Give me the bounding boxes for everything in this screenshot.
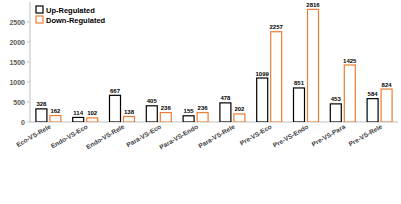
data-label: 453 [331, 96, 342, 102]
bar [330, 104, 341, 122]
data-label: 824 [382, 82, 393, 88]
data-label: 478 [220, 95, 231, 101]
x-tick-label: Para-VS-Rele [197, 123, 236, 150]
y-axis [30, 2, 31, 122]
legend: Up-RegulatedDown-Regulated [36, 6, 106, 25]
bar [50, 116, 61, 122]
x-tick-label: Pre-VS-Endo [272, 123, 310, 149]
data-label: 584 [368, 91, 379, 97]
bar [73, 117, 84, 122]
y-tick-label: 1000 [9, 79, 25, 86]
y-tick-label: 2000 [9, 39, 25, 46]
bar [294, 88, 305, 122]
bar [124, 116, 135, 122]
x-tick-label: Pre-VS-Rele [347, 123, 383, 148]
bar [344, 65, 355, 122]
data-label: 102 [87, 110, 98, 116]
bar [197, 113, 208, 122]
chart: 0 500 1000 1500 2000 2500 328162 114 102 667 138 40… [0, 0, 401, 204]
data-label: 667 [110, 88, 121, 94]
bar [308, 9, 319, 122]
data-label: 1099 [256, 71, 270, 77]
x-tick-label: Para-VS-Eco [125, 123, 162, 149]
bar [367, 99, 378, 122]
data-label: 138 [124, 109, 135, 115]
y-tick-label: 1500 [9, 59, 25, 66]
bar [183, 116, 194, 122]
bar [271, 32, 282, 122]
bar [257, 78, 268, 122]
data-labels: 3281621141026671384052361552364782021099… [36, 2, 392, 117]
data-label: 1425 [343, 58, 357, 64]
bar [381, 89, 392, 122]
bar [160, 113, 171, 122]
bar [110, 95, 121, 122]
legend-swatch [36, 6, 43, 13]
data-label: 236 [161, 105, 172, 111]
data-label: 114 [73, 110, 83, 116]
bar [36, 109, 47, 122]
x-tick-label: Para-VS-Endo [158, 123, 199, 151]
data-label: 236 [198, 105, 209, 111]
x-tick-label: Endo-VS-Rele [85, 123, 126, 151]
bar [220, 103, 231, 122]
bar [87, 118, 98, 122]
x-tick-label: Endo-VS-Eco [50, 123, 89, 150]
data-label: 202 [234, 106, 245, 112]
x-tick-label: Pre-VS-Para [310, 123, 346, 148]
x-axis [30, 122, 398, 123]
chart-container: 0 500 1000 1500 2000 2500 328162 114 102 667 138 40… [0, 0, 401, 204]
x-tick-label: Pre-VS-Eco [239, 123, 273, 147]
legend-label: Down-Regulated [46, 16, 106, 25]
bars [36, 9, 392, 122]
data-label: 328 [36, 101, 47, 107]
data-label: 155 [184, 108, 195, 114]
bar [146, 106, 157, 122]
x-tick-label: Eco-VS-Rele [15, 123, 52, 149]
y-tick-label: 500 [13, 99, 25, 106]
y-tick-label: 0 [21, 119, 25, 126]
y-tick-label: 2500 [9, 19, 25, 26]
data-label: 162 [50, 108, 61, 114]
bar [234, 114, 245, 122]
data-label: 851 [294, 80, 305, 86]
legend-swatch [36, 16, 43, 23]
legend-label: Up-Regulated [46, 6, 95, 15]
data-label: 2257 [270, 24, 284, 30]
data-label: 2816 [306, 2, 320, 8]
data-label: 405 [147, 98, 158, 104]
